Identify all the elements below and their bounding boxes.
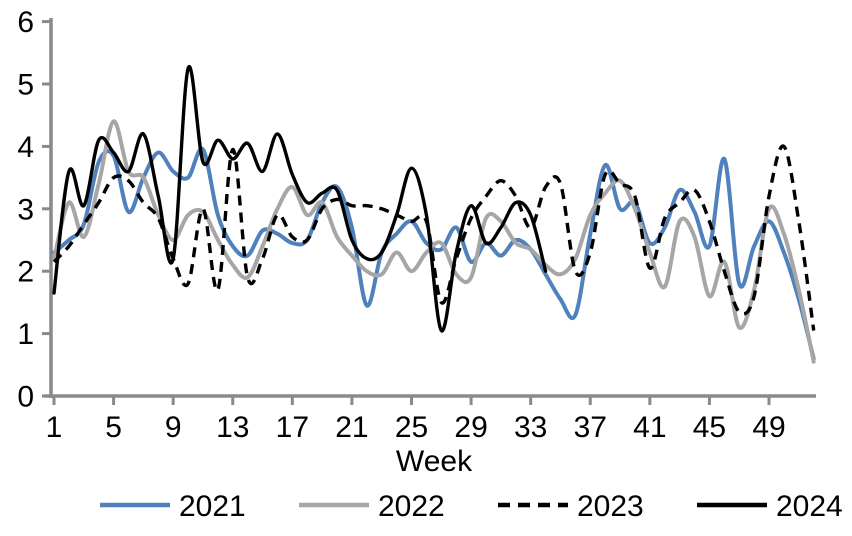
x-tick-label: 49: [752, 411, 785, 444]
series-line-2024: [52, 64, 548, 333]
legend-item-2024: 2024: [697, 490, 843, 523]
x-tick-label: 45: [693, 411, 726, 444]
legend-label-2024: 2024: [776, 490, 843, 523]
x-tick-label: 29: [454, 411, 487, 444]
y-tick-label: 6: [17, 6, 34, 39]
x-tick-label: 25: [395, 411, 428, 444]
x-tick-label: 33: [514, 411, 547, 444]
legend: 2021 2022 2023 2024: [100, 490, 843, 523]
y-tick-label: 2: [17, 256, 34, 289]
y-tick-label: 0: [17, 381, 34, 414]
series-line-2021: [52, 146, 816, 361]
legend-label-2022: 2022: [378, 490, 445, 523]
x-tick-label: 5: [105, 411, 122, 444]
legend-label-2023: 2023: [577, 490, 644, 523]
series-line-2023: [52, 144, 816, 331]
x-tick-label: 21: [335, 411, 368, 444]
legend-label-2021: 2021: [179, 490, 246, 523]
y-tick-label: 5: [17, 69, 34, 102]
series-line-2022: [52, 119, 816, 364]
y-tick-group: 0 1 2 3 4 5 6: [17, 6, 51, 414]
y-tick-label: 3: [17, 193, 34, 226]
legend-item-2022: 2022: [299, 490, 445, 523]
y-tick-label: 1: [17, 318, 34, 351]
x-tick-label: 13: [216, 411, 249, 444]
x-tick-group: 1 5 9 13 17 21 25 29 33 37 41 45 49: [46, 396, 786, 444]
legend-item-2023: 2023: [498, 490, 644, 523]
x-tick-label: 17: [276, 411, 309, 444]
x-tick-label: 9: [165, 411, 182, 444]
series-group: [52, 64, 816, 364]
x-tick-label: 1: [46, 411, 63, 444]
x-tick-label: 41: [633, 411, 666, 444]
legend-item-2021: 2021: [100, 490, 246, 523]
x-tick-label: 37: [574, 411, 607, 444]
x-axis-title: Week: [396, 445, 473, 478]
y-tick-label: 4: [17, 131, 34, 164]
